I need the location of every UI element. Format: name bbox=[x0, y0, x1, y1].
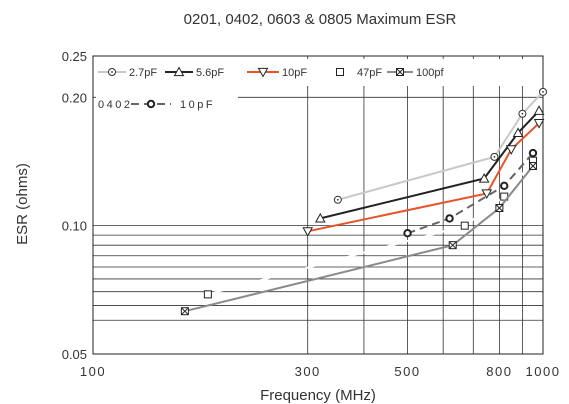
y-tick-label: 0.20 bbox=[62, 90, 87, 105]
x-tick-label: 500 bbox=[394, 364, 420, 379]
data-point-cross bbox=[529, 162, 537, 170]
plot-frame bbox=[92, 55, 544, 355]
data-point bbox=[302, 227, 314, 237]
legend-label: 100pf bbox=[416, 67, 444, 79]
legend-label: 47pF bbox=[357, 67, 382, 79]
data-point bbox=[478, 172, 490, 183]
legend-item-0402: 0402 10pF bbox=[96, 95, 238, 113]
data-point bbox=[336, 68, 344, 76]
data-point-center bbox=[521, 112, 524, 115]
series-line bbox=[184, 165, 534, 313]
series-10pf bbox=[302, 119, 545, 237]
data-point bbox=[146, 99, 156, 109]
legend-item: 5.6pF bbox=[165, 66, 224, 79]
y-tick-label: 0.25 bbox=[62, 49, 87, 64]
data-point bbox=[500, 181, 509, 191]
data-point bbox=[403, 229, 412, 238]
legend: 2.7pF 5.6pF 10pF 47pF 100pf 0402 10pF bbox=[96, 59, 542, 113]
data-point bbox=[505, 145, 517, 155]
data-point-center bbox=[111, 71, 113, 73]
legend-label: 0402 bbox=[98, 99, 132, 111]
data-point bbox=[533, 105, 545, 115]
data-point bbox=[528, 148, 538, 158]
series-100pf bbox=[180, 162, 537, 316]
legend-background bbox=[96, 59, 542, 86]
x-tick-label: 300 bbox=[295, 364, 321, 379]
x-tick-label: 1000 bbox=[526, 364, 561, 379]
x-tick-labels: 100 300 500 800 1000 bbox=[80, 364, 561, 379]
legend-label: 2.7pF bbox=[129, 67, 157, 79]
series-line bbox=[207, 160, 534, 296]
series-2-7pf bbox=[333, 87, 547, 204]
legend-item: 100pf bbox=[387, 67, 444, 79]
legend-label: 10pF bbox=[282, 67, 307, 79]
plot-grid bbox=[93, 56, 544, 354]
data-point bbox=[314, 212, 326, 223]
x-tick-label: 800 bbox=[486, 364, 512, 379]
series-0402-10pf bbox=[403, 148, 538, 238]
y-tick-labels: 0.05 0.10 0.20 0.25 bbox=[62, 49, 87, 362]
data-point bbox=[460, 221, 469, 230]
data-point-center bbox=[336, 198, 339, 201]
series-line bbox=[337, 91, 544, 201]
data-point bbox=[203, 290, 212, 299]
y-axis-label: ESR (ohms) bbox=[14, 163, 31, 245]
y-tick-label: 0.10 bbox=[62, 219, 87, 234]
data-point bbox=[257, 67, 269, 78]
series-line bbox=[320, 110, 540, 220]
x-tick-label: 100 bbox=[80, 364, 106, 379]
data-point bbox=[173, 66, 185, 77]
legend-item: 2.7pF bbox=[98, 67, 157, 79]
y-tick-label: 0.05 bbox=[62, 347, 87, 362]
data-point-cross bbox=[181, 307, 189, 316]
x-axis-label: Frequency (MHz) bbox=[260, 387, 376, 404]
legend-label: 5.6pF bbox=[196, 67, 224, 79]
series-line bbox=[307, 122, 540, 233]
data-point bbox=[445, 214, 454, 223]
legend-item: 10pF bbox=[247, 67, 307, 79]
data-point-center bbox=[493, 155, 496, 158]
data-point-cross bbox=[448, 241, 457, 250]
chart-title: 0201, 0402, 0603 & 0805 Maximum ESR bbox=[184, 11, 457, 28]
data-point bbox=[533, 119, 545, 129]
legend-row2-background bbox=[96, 95, 238, 113]
data-point-cross bbox=[396, 68, 404, 76]
series-layer bbox=[180, 87, 547, 316]
data-point-center bbox=[542, 90, 544, 93]
data-point bbox=[512, 127, 524, 138]
series-5-6pf bbox=[314, 105, 545, 223]
legend-label: 10pF bbox=[180, 99, 215, 111]
legend-item: 47pF bbox=[336, 67, 382, 79]
data-point-cross bbox=[495, 204, 504, 212]
